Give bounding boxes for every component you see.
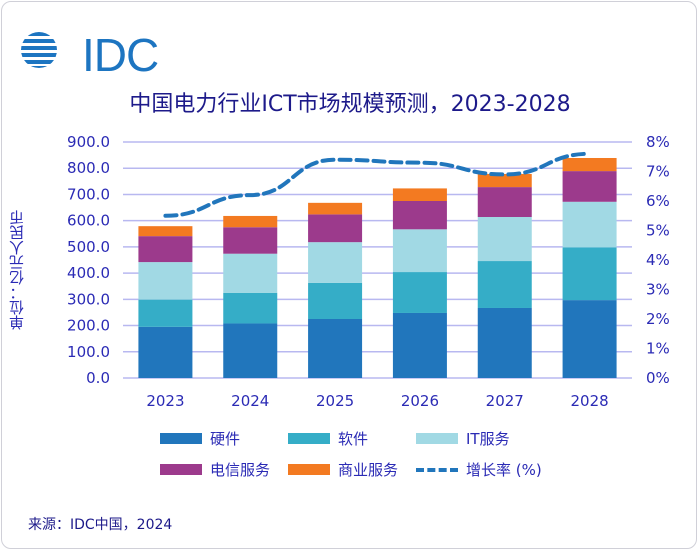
legend-label: 电信服务 — [210, 461, 271, 479]
bar-segment — [138, 236, 193, 263]
legend-swatch — [160, 464, 202, 475]
bar-segment — [392, 188, 447, 201]
chart-title: 中国电力行业ICT市场规模预测，2023-2028 — [129, 92, 571, 117]
bar-segment — [138, 262, 193, 300]
bar-segment — [392, 312, 447, 378]
legend-dash — [416, 467, 458, 472]
legend-swatch — [160, 433, 202, 444]
bar-segment — [562, 171, 617, 202]
x-tick-label: 2023 — [146, 392, 184, 410]
bar-segment — [138, 326, 193, 378]
y-tick-label: 900.0 — [67, 133, 110, 151]
x-tick-label: 2026 — [401, 392, 439, 410]
y-tick-label: 600.0 — [67, 212, 110, 230]
bar-segment — [223, 323, 278, 378]
bar-segment — [562, 201, 617, 248]
legend-item: 增长率 (%) — [416, 459, 542, 480]
bar-segment — [392, 229, 447, 273]
y-tick-label: 700.0 — [67, 185, 110, 203]
y-tick-label: 0.0 — [86, 369, 110, 387]
y2-tick-label: 4% — [646, 251, 670, 269]
y2-tick-label: 6% — [646, 192, 670, 210]
bar-segment — [477, 216, 532, 262]
legend-item: 商业服务 — [288, 459, 398, 480]
legend-item: 硬件 — [160, 428, 240, 449]
x-tick-label: 2025 — [316, 392, 354, 410]
y2-tick-label: 7% — [646, 163, 670, 181]
bar-segment — [308, 319, 363, 378]
bar-segment — [308, 242, 363, 283]
bar-segment — [477, 173, 532, 188]
y2-tick-label: 5% — [646, 222, 670, 240]
y2-tick-label: 8% — [646, 133, 670, 151]
bar-segment — [223, 253, 278, 293]
bar-segment — [138, 226, 193, 237]
bar-segment — [223, 215, 278, 228]
growth-rate-line — [163, 151, 592, 218]
source-note: 来源：IDC中国，2024 — [28, 517, 173, 533]
y-tick-label: 500.0 — [67, 238, 110, 256]
x-tick-label: 2027 — [486, 392, 524, 410]
x-tick-label: 2024 — [231, 392, 269, 410]
y2-tick-label: 1% — [646, 340, 670, 358]
bar-segment — [392, 272, 447, 313]
bar-segment — [562, 157, 617, 172]
bar-segment — [308, 202, 363, 215]
bar-segment — [308, 282, 363, 319]
bar-segment — [223, 292, 278, 324]
y-tick-label: 400.0 — [67, 264, 110, 282]
legend-item: 软件 — [288, 428, 368, 449]
bar-segment — [562, 300, 617, 378]
bar-segment — [223, 227, 278, 254]
y2-tick-label: 0% — [646, 369, 670, 387]
x-tick-label: 2028 — [570, 392, 608, 410]
legend-label: 增长率 (%) — [466, 461, 542, 479]
y2-tick-label: 2% — [646, 310, 670, 328]
bar-segment — [477, 187, 532, 217]
legend-label: 商业服务 — [338, 461, 399, 479]
bar-segment — [562, 247, 617, 301]
legend-item: IT服务 — [416, 428, 510, 449]
legend-label: 硬件 — [210, 430, 241, 448]
y-tick-label: 200.0 — [67, 317, 110, 335]
y-tick-label: 300.0 — [67, 290, 110, 308]
legend-label: 软件 — [338, 430, 369, 448]
bar-segment — [308, 214, 363, 243]
legend-swatch — [288, 464, 330, 475]
legend-swatch — [288, 433, 330, 444]
bar-segment — [477, 261, 532, 308]
bar-segment — [477, 307, 532, 378]
y2-tick-label: 3% — [646, 281, 670, 299]
logo-text: IDC — [82, 29, 159, 81]
y-tick-label: 100.0 — [67, 343, 110, 361]
bar-segment — [392, 201, 447, 230]
globe-icon — [21, 32, 57, 68]
legend-item: 电信服务 — [160, 459, 270, 480]
legend-label: IT服务 — [466, 430, 510, 448]
legend-swatch — [416, 433, 458, 444]
y-tick-label: 800.0 — [67, 159, 110, 177]
bar-segment — [138, 299, 193, 327]
